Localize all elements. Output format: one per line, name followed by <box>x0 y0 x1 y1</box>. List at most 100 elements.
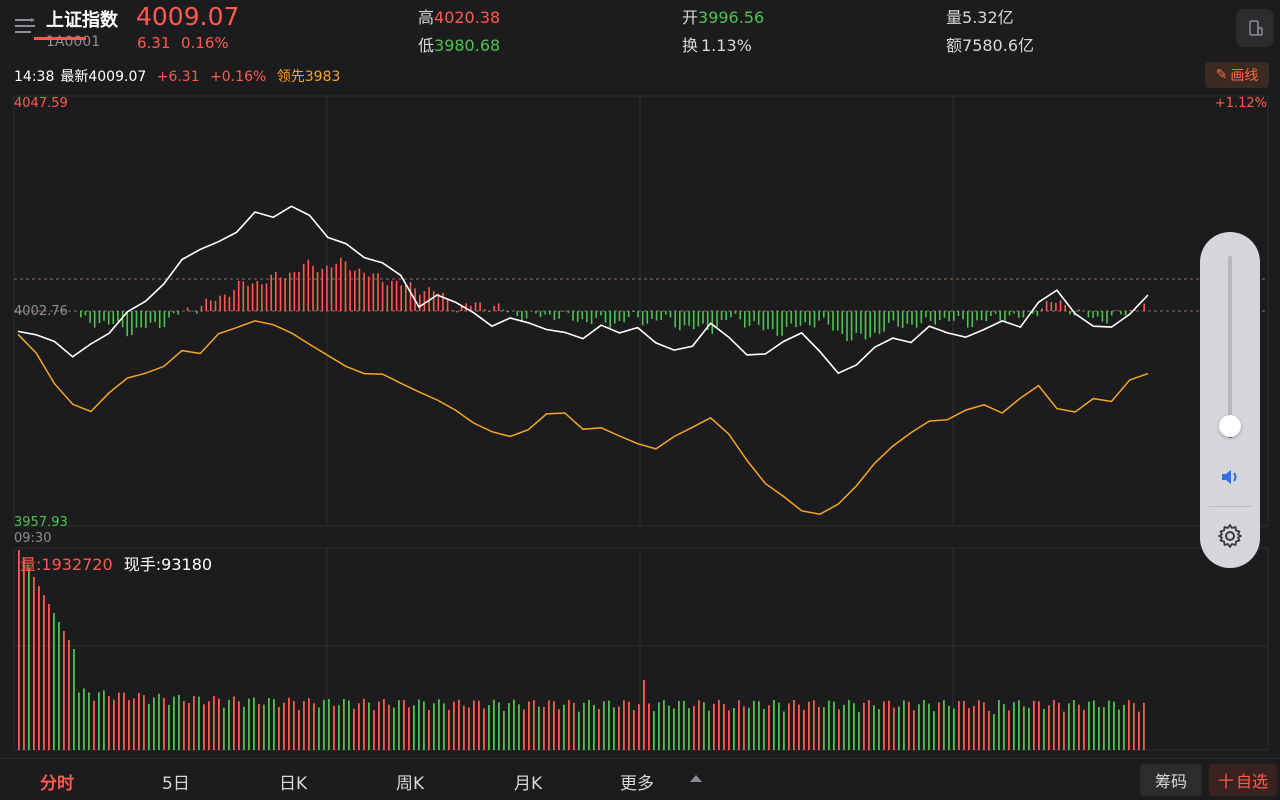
volume-bar <box>673 708 675 750</box>
more-caret-icon[interactable] <box>690 775 702 782</box>
speaker-icon[interactable] <box>1219 467 1241 487</box>
breadth-bar <box>359 269 361 312</box>
gear-icon[interactable] <box>1216 522 1244 550</box>
volume-bar <box>23 559 25 750</box>
stat-low-value: 3980.68 <box>434 36 500 55</box>
volume-bar <box>303 701 305 750</box>
leader-line <box>18 321 1148 514</box>
volume-bar <box>253 698 255 751</box>
breadth-bar <box>767 311 769 329</box>
breadth-bar <box>252 283 254 311</box>
breadth-bar <box>503 310 505 311</box>
breadth-bar <box>99 311 101 323</box>
breadth-bar <box>1088 311 1090 317</box>
rotate-screen-button[interactable] <box>1236 9 1274 47</box>
breadth-bar <box>1106 311 1108 324</box>
volume-bar <box>173 697 175 750</box>
volume-bar <box>263 705 265 750</box>
add-favorite-label: 自选 <box>1236 768 1268 792</box>
volume-bar <box>763 709 765 750</box>
breadth-bar <box>828 311 830 325</box>
stat-open-value: 3996.56 <box>698 8 764 27</box>
volume-bar <box>518 704 520 750</box>
breadth-bar <box>744 311 746 328</box>
volume-bar <box>863 703 865 750</box>
breadth-bar <box>972 311 974 327</box>
breadth-bar <box>930 311 932 321</box>
breadth-bar <box>883 311 885 332</box>
breadth-bar <box>168 311 170 318</box>
volume-bar <box>133 698 135 750</box>
tab-5day[interactable]: 5日 <box>162 769 190 794</box>
breadth-bar <box>772 311 774 329</box>
breadth-bar <box>1027 311 1029 312</box>
breadth-bar <box>730 311 732 317</box>
breadth-bar <box>842 311 844 334</box>
breadth-bar <box>1125 311 1127 315</box>
breadth-bar <box>475 302 477 311</box>
menu-icon[interactable] <box>14 16 36 36</box>
volume-bar <box>553 701 555 750</box>
breadth-bar <box>94 311 96 328</box>
volume-slider-knob[interactable] <box>1219 415 1241 437</box>
volume-bar <box>188 703 190 750</box>
volume-bar <box>88 692 90 750</box>
volume-bar <box>1068 703 1070 750</box>
breadth-bar <box>257 281 259 311</box>
breadth-bar <box>354 271 356 311</box>
volume-bar <box>363 699 365 750</box>
breadth-bar <box>331 268 333 312</box>
axis-start-time: 09:30 <box>14 531 51 546</box>
tab-weekly[interactable]: 周K <box>396 769 424 794</box>
volume-bar <box>663 700 665 750</box>
breadth-bar <box>637 311 639 317</box>
breadth-bar <box>619 311 621 321</box>
volume-bar <box>203 704 205 750</box>
breadth-bar <box>939 311 941 320</box>
volume-slider-track[interactable] <box>1228 256 1232 426</box>
tab-intraday[interactable]: 分时 <box>40 769 74 794</box>
stock-price: 4009.07 <box>136 2 239 31</box>
volume-bar <box>608 701 610 751</box>
volume-bar <box>218 699 220 750</box>
tab-monthly[interactable]: 月K <box>514 769 542 794</box>
breadth-bar <box>150 311 152 323</box>
breadth-bar <box>763 311 765 330</box>
volume-bar <box>1028 708 1030 750</box>
volume-bar <box>248 699 250 750</box>
volume-bar <box>653 711 655 750</box>
volume-bar <box>803 710 805 750</box>
volume-bar <box>913 710 915 750</box>
volume-bar <box>973 706 975 750</box>
stock-change-pct: 0.16% <box>181 34 229 52</box>
breadth-bar <box>317 272 319 311</box>
volume-bar <box>618 707 620 751</box>
volume-bar <box>938 703 940 751</box>
breadth-bar <box>944 311 946 318</box>
breadth-bar <box>126 311 128 336</box>
add-favorite-button[interactable]: 十自选 <box>1209 764 1277 796</box>
volume-bar <box>318 708 320 751</box>
volume-bar <box>78 693 80 751</box>
draw-line-button[interactable]: ✎ 画线 <box>1205 62 1269 88</box>
stat-turnover-value: 1.13% <box>701 36 752 55</box>
breadth-bar <box>897 311 899 327</box>
volume-bar <box>538 707 540 750</box>
volume-bar <box>678 701 680 750</box>
stat-high-value: 4020.38 <box>434 8 500 27</box>
tab-more[interactable]: 更多 <box>620 769 654 794</box>
tab-daily[interactable]: 日K <box>279 769 307 794</box>
hand-readout-label: 现手: <box>124 555 161 574</box>
volume-bar <box>948 706 950 750</box>
volume-bar <box>578 712 580 750</box>
volume-bar <box>513 700 515 750</box>
intraday-chart[interactable]: 4047.59 4002.76 3957.93 +1.12% 09:30 <box>0 90 1280 755</box>
volume-bar <box>323 700 325 750</box>
chip-distribution-button[interactable]: 筹码 <box>1140 764 1202 796</box>
rotate-icon <box>1246 19 1264 37</box>
volume-bar <box>293 701 295 750</box>
volume-bar <box>198 697 200 750</box>
volume-bar <box>463 706 465 750</box>
volume-bar <box>713 704 715 750</box>
breadth-bar <box>196 311 198 314</box>
